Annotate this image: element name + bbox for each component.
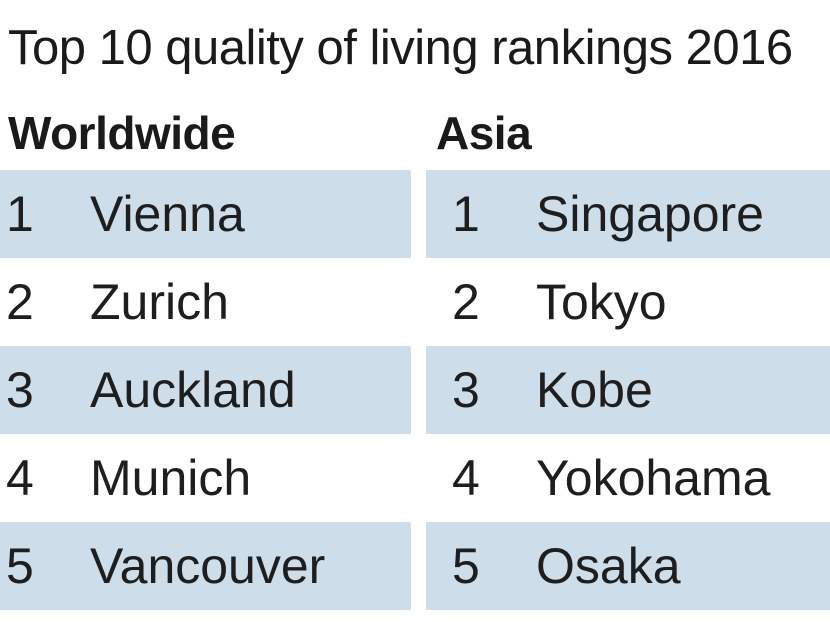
table-row: 1 Vienna <box>0 170 411 258</box>
table-row: 4 Munich <box>0 434 411 522</box>
city-cell: Tokyo <box>536 274 667 330</box>
city-cell: Yokohama <box>536 450 771 506</box>
asia-column: Asia 1 Singapore 2 Tokyo 3 Kobe 4 Yokoha… <box>426 100 830 610</box>
rank-cell: 5 <box>452 538 480 594</box>
rank-cell: 2 <box>452 274 480 330</box>
city-cell: Osaka <box>536 538 681 594</box>
worldwide-column: Worldwide 1 Vienna 2 Zurich 3 Auckland 4… <box>0 100 411 610</box>
asia-header: Asia <box>436 107 532 159</box>
rank-cell: 3 <box>452 362 480 418</box>
table-row: 3 Kobe <box>426 346 830 434</box>
worldwide-header: Worldwide <box>8 107 236 159</box>
city-cell: Munich <box>90 450 252 506</box>
rank-cell: 3 <box>6 362 34 418</box>
city-cell: Vancouver <box>90 538 326 594</box>
chart-title: Top 10 quality of living rankings 2016 <box>8 21 793 75</box>
table-row: 2 Tokyo <box>426 258 830 346</box>
rank-cell: 1 <box>452 186 480 242</box>
rank-cell: 2 <box>6 274 34 330</box>
city-cell: Zurich <box>90 274 229 330</box>
table-row: 4 Yokohama <box>426 434 830 522</box>
table-row: 5 Osaka <box>426 522 830 610</box>
table-row: 2 Zurich <box>0 258 411 346</box>
rank-cell: 5 <box>6 538 34 594</box>
rank-cell: 4 <box>452 450 480 506</box>
table-row: 5 Vancouver <box>0 522 411 610</box>
city-cell: Vienna <box>90 186 245 242</box>
rank-cell: 4 <box>6 450 34 506</box>
city-cell: Auckland <box>90 362 296 418</box>
rank-cell: 1 <box>6 186 34 242</box>
table-row: 3 Auckland <box>0 346 411 434</box>
table-row: 1 Singapore <box>426 170 830 258</box>
city-cell: Kobe <box>536 362 653 418</box>
city-cell: Singapore <box>536 186 764 242</box>
